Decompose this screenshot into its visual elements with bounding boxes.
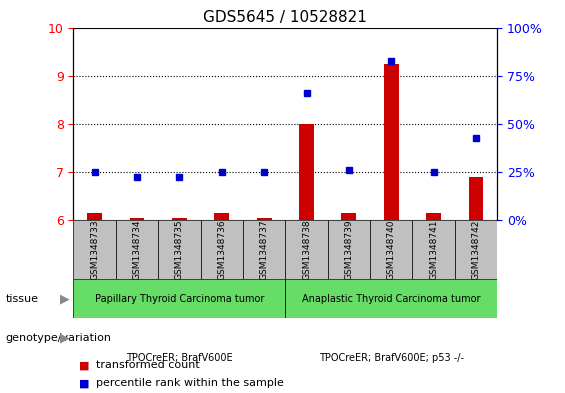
Bar <box>243 220 285 279</box>
Bar <box>285 279 497 318</box>
Text: GSM1348741: GSM1348741 <box>429 219 438 280</box>
Text: genotype/variation: genotype/variation <box>6 333 112 343</box>
Text: Papillary Thyroid Carcinoma tumor: Papillary Thyroid Carcinoma tumor <box>95 294 264 304</box>
Bar <box>129 218 145 220</box>
Text: percentile rank within the sample: percentile rank within the sample <box>96 378 284 388</box>
Text: ▶: ▶ <box>60 331 70 345</box>
Bar <box>201 220 243 279</box>
Text: transformed count: transformed count <box>96 360 200 371</box>
Text: Anaplastic Thyroid Carcinoma tumor: Anaplastic Thyroid Carcinoma tumor <box>302 294 480 304</box>
Text: GSM1348734: GSM1348734 <box>133 219 141 280</box>
Bar <box>73 279 285 318</box>
Text: ■: ■ <box>79 378 90 388</box>
Title: GDS5645 / 10528821: GDS5645 / 10528821 <box>203 10 367 25</box>
Bar <box>299 124 314 220</box>
Bar <box>384 64 399 220</box>
Bar <box>328 220 370 279</box>
Text: ▶: ▶ <box>60 292 70 305</box>
Text: GSM1348735: GSM1348735 <box>175 219 184 280</box>
Bar <box>426 213 441 220</box>
Text: GSM1348738: GSM1348738 <box>302 219 311 280</box>
Bar <box>412 220 455 279</box>
Text: tissue: tissue <box>6 294 38 304</box>
Bar <box>370 220 412 279</box>
Bar <box>172 218 187 220</box>
Text: GSM1348737: GSM1348737 <box>260 219 268 280</box>
Bar <box>341 213 357 220</box>
Bar <box>73 220 116 279</box>
Text: GSM1348733: GSM1348733 <box>90 219 99 280</box>
Bar <box>455 220 497 279</box>
Text: GSM1348736: GSM1348736 <box>218 219 226 280</box>
Text: GSM1348742: GSM1348742 <box>472 219 480 280</box>
Bar <box>468 177 484 220</box>
Bar <box>214 213 229 220</box>
Bar <box>116 220 158 279</box>
Bar <box>87 213 102 220</box>
Bar <box>158 220 201 279</box>
Bar <box>257 218 272 220</box>
Text: TPOCreER; BrafV600E; p53 -/-: TPOCreER; BrafV600E; p53 -/- <box>319 353 464 363</box>
Text: TPOCreER; BrafV600E: TPOCreER; BrafV600E <box>126 353 233 363</box>
Text: ■: ■ <box>79 360 90 371</box>
Bar <box>285 220 328 279</box>
Text: GSM1348739: GSM1348739 <box>345 219 353 280</box>
Text: GSM1348740: GSM1348740 <box>387 219 396 280</box>
